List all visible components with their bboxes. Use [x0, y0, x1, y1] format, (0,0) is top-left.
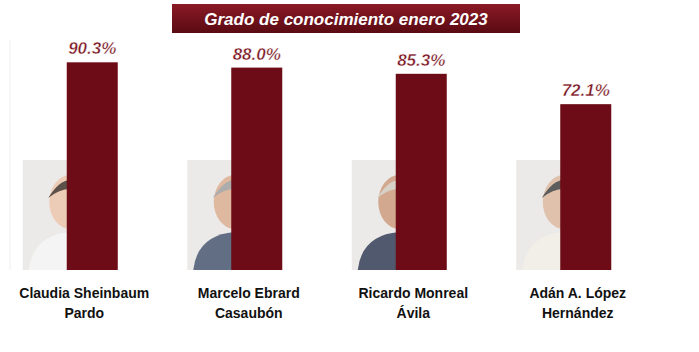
data-label: 90.3% — [68, 39, 116, 58]
title: Grado de conocimiento enero 2023 — [204, 10, 488, 29]
category-line: Claudia Sheinbaum — [19, 285, 149, 301]
category-line: Pardo — [64, 305, 104, 321]
bar — [67, 62, 118, 270]
chart: Grado de conocimiento enero 2023 90.3% Cla… — [0, 0, 699, 352]
data-label: 88.0% — [233, 45, 281, 64]
category-line: Hernández — [542, 305, 614, 321]
title-banner — [172, 4, 520, 33]
category-line: Marcelo Ebrard — [198, 285, 300, 301]
data-label: 72.1% — [562, 81, 610, 100]
bar — [396, 74, 447, 270]
category-line: Ricardo Monreal — [358, 285, 468, 301]
category-label: Claudia Sheinbaum Pardo — [19, 285, 149, 321]
category-line: Ávila — [397, 305, 431, 321]
y-axis-line — [10, 40, 11, 270]
category-line: Casaubón — [215, 305, 283, 321]
bar — [560, 104, 611, 270]
labels: 90.3% Claudia Sheinbaum Pardo 88.0% Marcelo … — [19, 39, 626, 321]
bar — [231, 68, 282, 270]
category-line: Adán A. López — [529, 285, 626, 301]
category-label: Ricardo Monreal Ávila — [358, 285, 468, 321]
data-label: 85.3% — [397, 51, 445, 70]
category-label: Adán A. López Hernández — [529, 285, 626, 321]
category-label: Marcelo Ebrard Casaubón — [198, 285, 300, 321]
